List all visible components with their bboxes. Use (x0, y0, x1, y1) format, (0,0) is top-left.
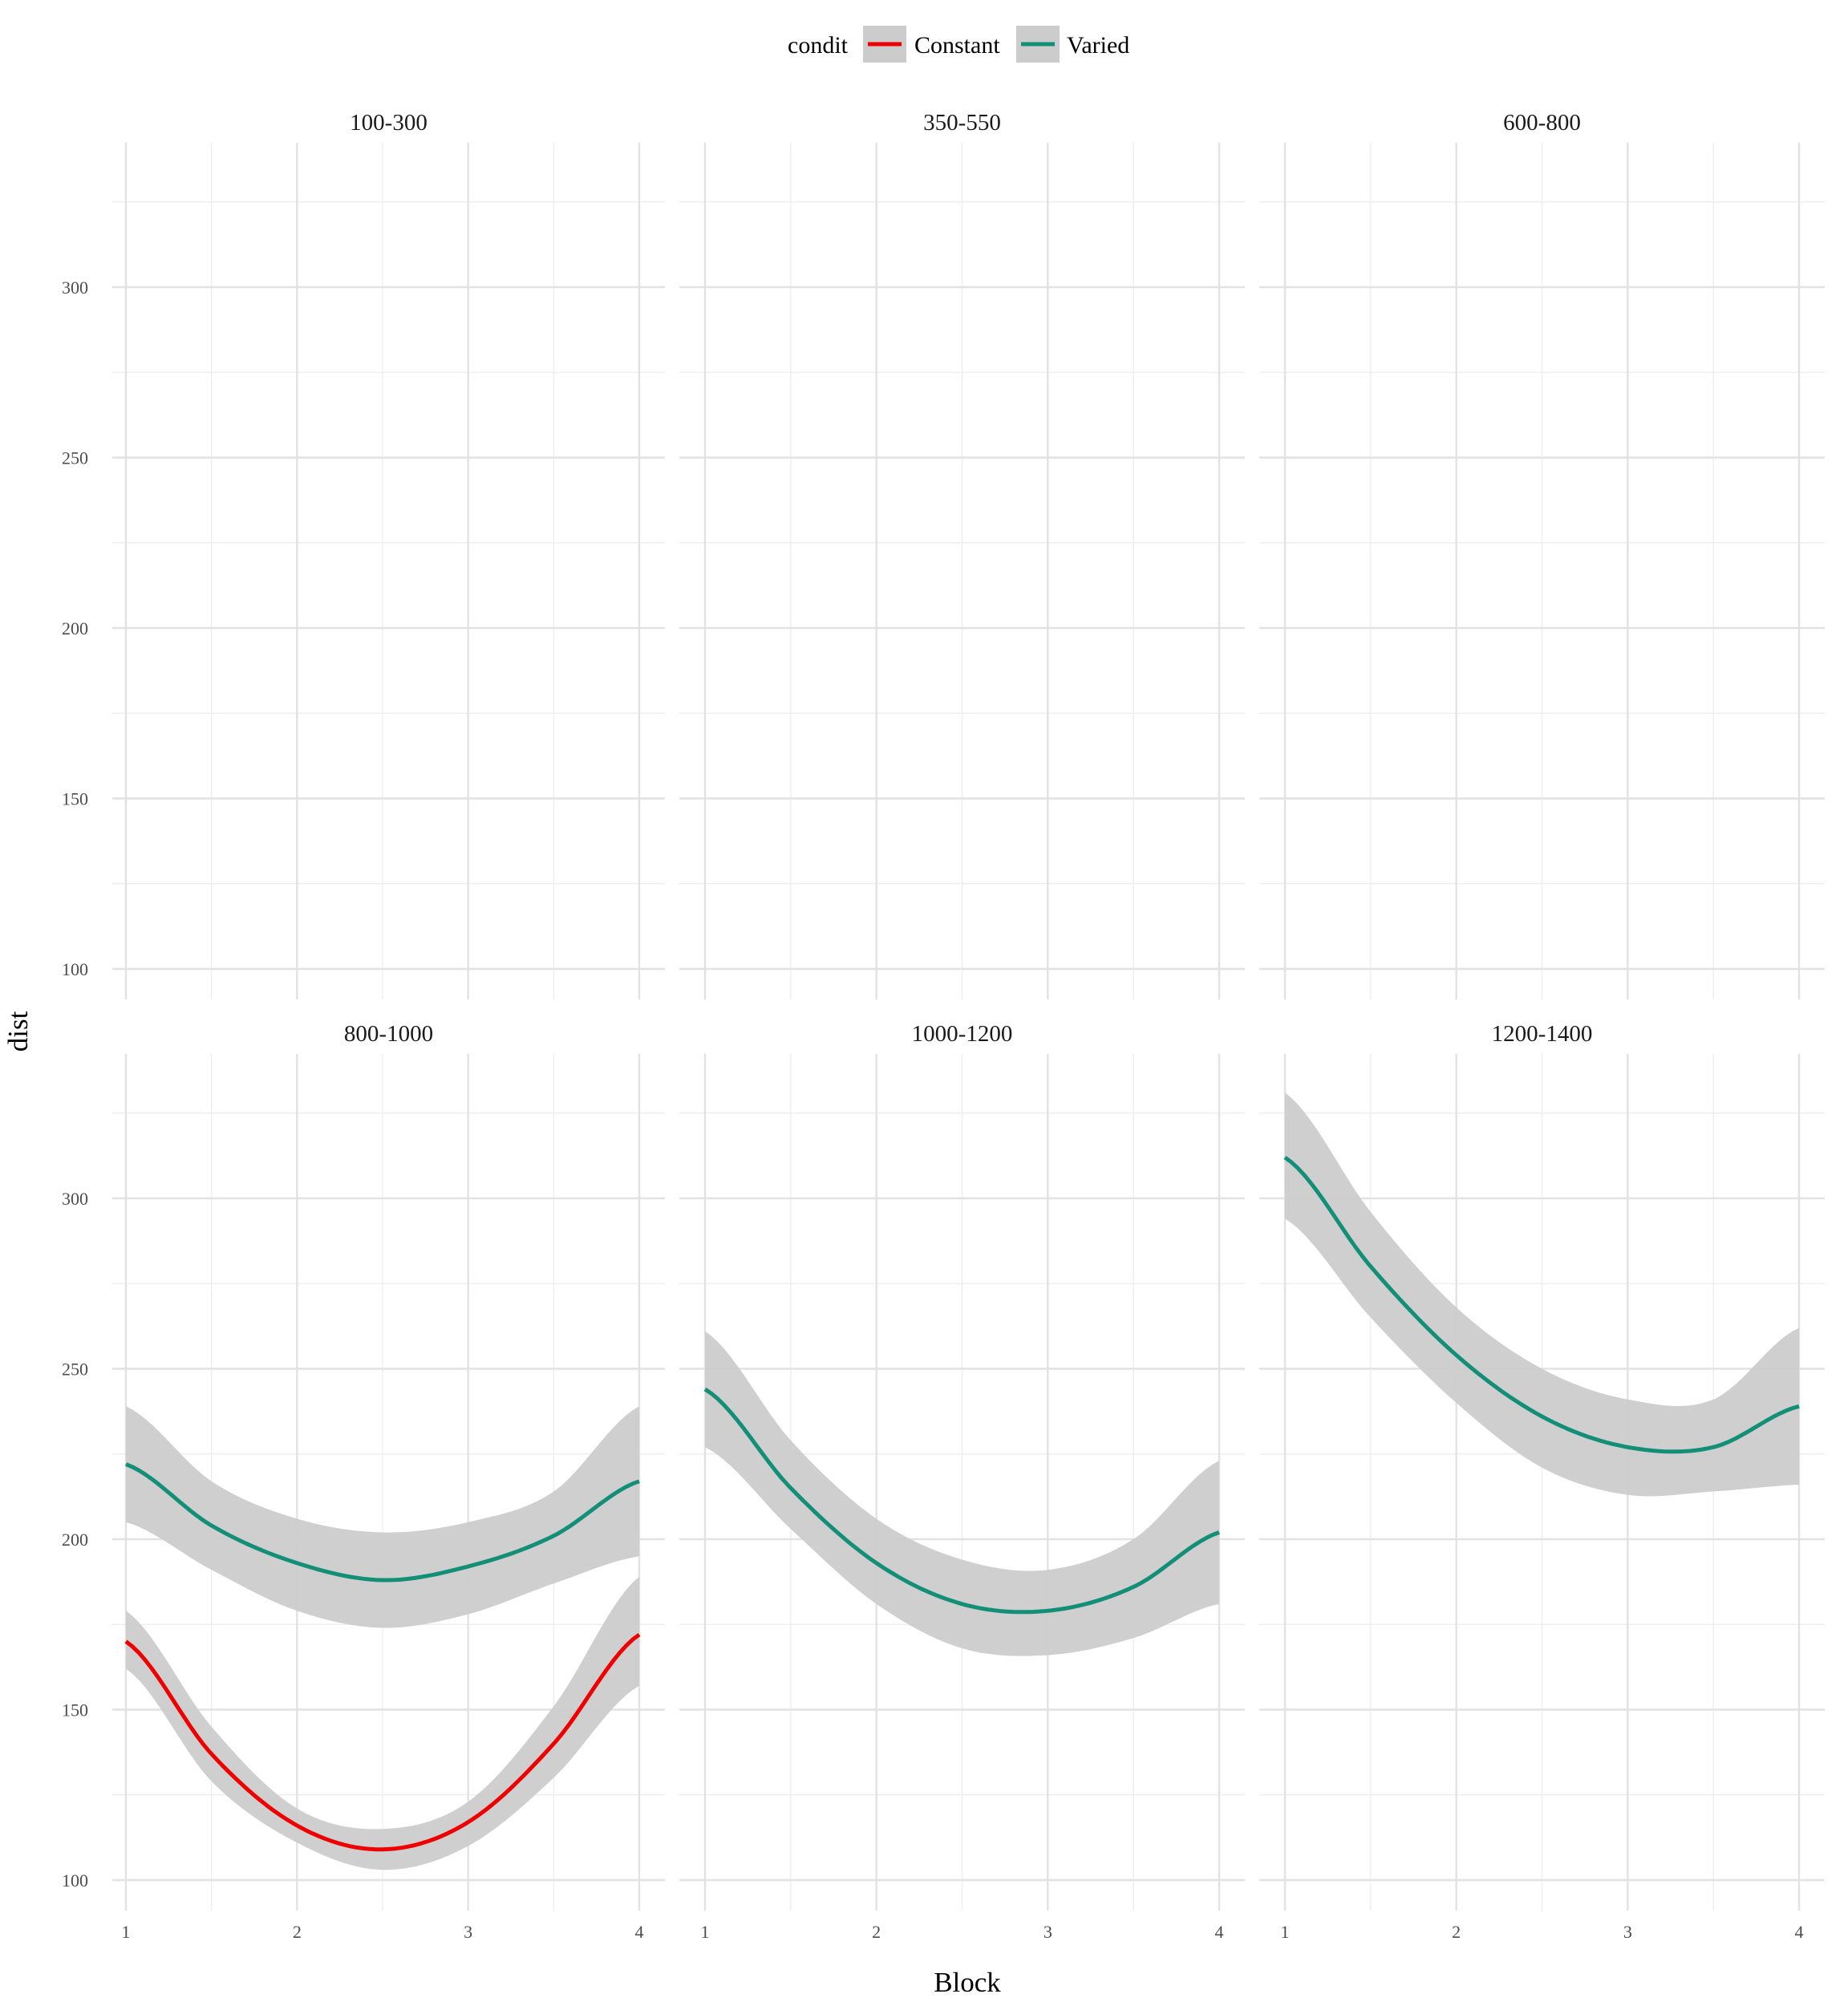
x-tick-label: 1 (1281, 1922, 1290, 1942)
facet-label: 350-550 (923, 110, 1001, 136)
facet-panel-600-800: 600-800 (1259, 110, 1825, 999)
x-tick-label: 4 (635, 1922, 644, 1942)
facet-panel-100-300: 100-300 100 150 200 250 300 (62, 110, 665, 999)
x-tick-label: 1 (701, 1922, 710, 1942)
y-axis-title: dist (2, 1011, 34, 1052)
y-tick-label: 250 (62, 448, 88, 468)
facet-label: 1000-1200 (912, 1021, 1013, 1047)
legend-label: Constant (914, 32, 1000, 59)
x-tick-label: 3 (1623, 1922, 1632, 1942)
x-axis-title: Block (934, 1967, 1001, 1998)
grid (679, 1054, 1245, 1911)
y-tick-label: 150 (62, 789, 88, 809)
band-varied (126, 1406, 639, 1628)
legend-label: Varied (1067, 32, 1129, 59)
y-tick-label: 250 (62, 1360, 88, 1380)
y-tick-label: 200 (62, 1530, 88, 1550)
line-constant (124, 1632, 641, 1852)
facet-label: 100-300 (350, 110, 428, 136)
x-tick-label: 2 (872, 1922, 881, 1942)
x-tick-label: 2 (1452, 1922, 1461, 1942)
y-tick-label: 150 (62, 1700, 88, 1720)
x-tick-label: 4 (1215, 1922, 1224, 1942)
x-tick-label: 3 (1044, 1922, 1052, 1942)
y-tick-label: 100 (62, 959, 88, 979)
facet-label: 600-800 (1503, 110, 1581, 136)
confidence-bands (705, 1331, 1219, 1656)
y-tick-label: 300 (62, 1189, 88, 1209)
line-varied (125, 1462, 640, 1583)
y-tick-label: 100 (62, 1870, 88, 1891)
series-lines (124, 1462, 641, 1852)
legend: condit Constant Varied (788, 26, 1129, 63)
series-lines (1283, 1155, 1800, 1454)
x-tick-label: 3 (464, 1922, 472, 1942)
grid (1259, 143, 1825, 999)
legend-title: condit (788, 32, 849, 59)
x-tick-label: 2 (293, 1922, 302, 1942)
line-varied (1283, 1155, 1800, 1454)
x-tick-label: 1 (122, 1922, 131, 1942)
facet-label: 800-1000 (344, 1021, 433, 1047)
x-tick-label: 4 (1795, 1922, 1804, 1942)
band-varied (705, 1331, 1219, 1656)
legend-entry-constant: Constant (863, 26, 1000, 63)
grid (679, 143, 1245, 999)
facet-panels: 100-300 100 150 200 250 300 350-550 600-800 800-… (62, 110, 1825, 1942)
grid (112, 143, 665, 999)
facet-panel-1200-1400: 1200-1400 1 2 3 4 (1259, 1021, 1825, 1942)
series-lines (703, 1387, 1220, 1615)
facet-label: 1200-1400 (1492, 1021, 1593, 1047)
line-varied (703, 1387, 1220, 1615)
facet-panel-1000-1200: 1000-1200 1 2 3 4 (679, 1021, 1245, 1942)
facet-panel-350-550: 350-550 (679, 110, 1245, 999)
y-tick-label: 300 (62, 278, 88, 298)
y-tick-label: 200 (62, 618, 88, 638)
legend-entry-varied: Varied (1016, 26, 1129, 63)
facet-panel-800-1000: 800-1000 100 150 200 250 300 1 2 3 4 (62, 1021, 665, 1942)
